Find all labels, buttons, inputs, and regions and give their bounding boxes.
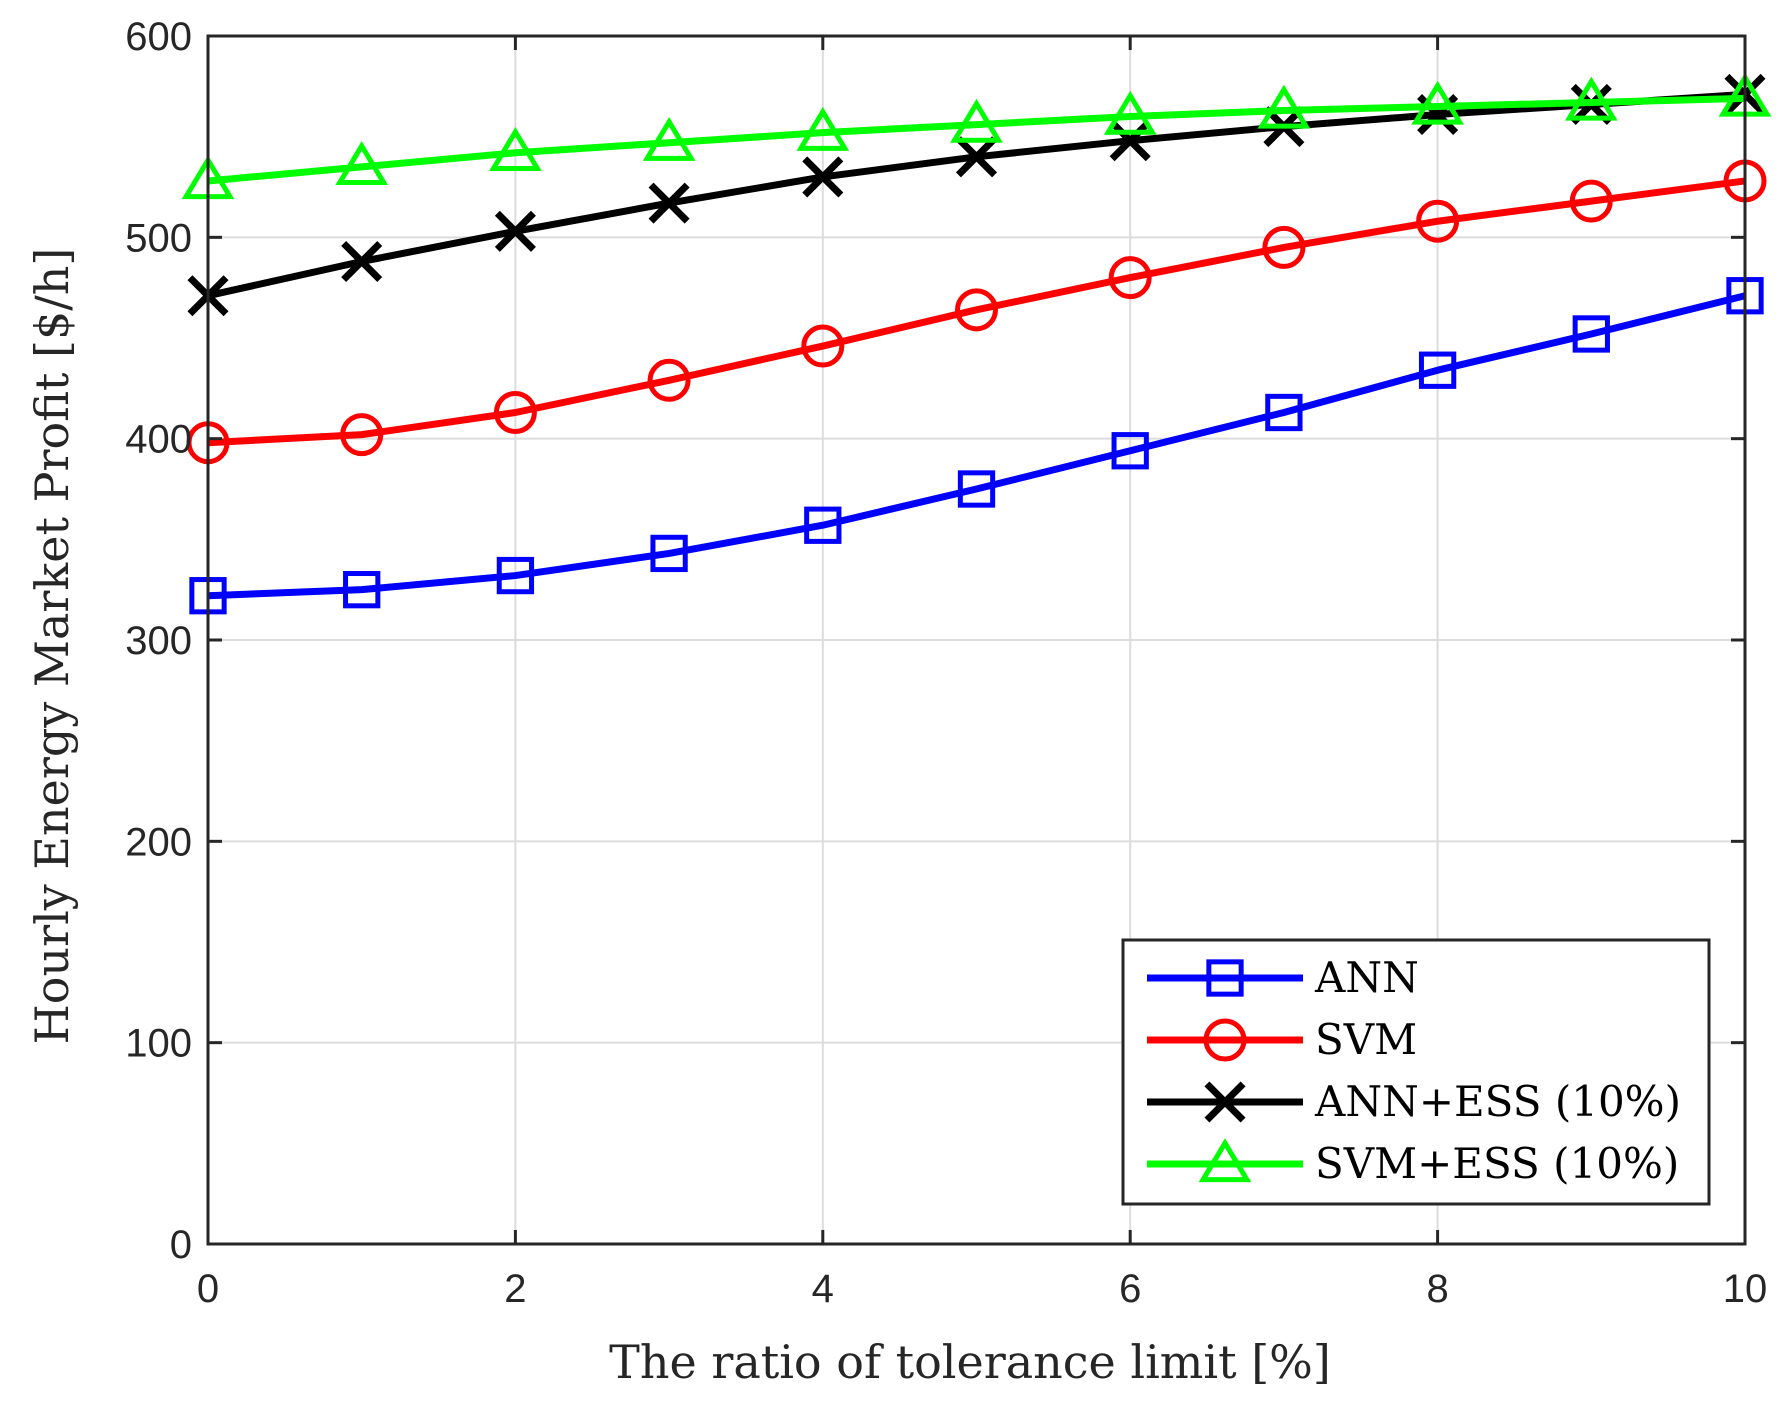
- x-tick-label: 8: [1426, 1267, 1448, 1311]
- legend-entry: SVM+ESS (10%): [1147, 1138, 1679, 1188]
- legend-entry: ANN+ESS (10%): [1147, 1077, 1681, 1126]
- data-point-square: [650, 534, 688, 573]
- x-tick-label: 10: [1723, 1267, 1768, 1311]
- data-point-circle: [1569, 179, 1613, 223]
- legend-label: SVM: [1315, 1015, 1417, 1064]
- data-point-square: [343, 571, 381, 609]
- series-line: [207, 292, 1746, 600]
- data-point-triangle: [335, 141, 389, 186]
- data-point-circle: [955, 288, 998, 332]
- x-axis-label: The ratio of tolerance limit [%]: [609, 1335, 1331, 1389]
- legend: ANN SVM ANN+ESS (10%) SVM+ESS (10%): [1121, 938, 1711, 1206]
- data-point-triangle: [796, 106, 850, 151]
- data-point-triangle: [1103, 90, 1157, 135]
- y-tick-label: 300: [125, 619, 192, 663]
- data-point-triangle: [1198, 1138, 1252, 1183]
- y-tick-label: 200: [125, 820, 192, 864]
- data-point-x-stroke: [1109, 120, 1151, 162]
- data-point-x-stroke: [648, 182, 690, 224]
- data-point-x: [341, 240, 383, 283]
- data-point-square: [1572, 315, 1610, 353]
- legend-label: ANN+ESS (10%): [1314, 1077, 1681, 1126]
- series-svm-ess-10: [181, 72, 1772, 200]
- data-point-circle: [801, 324, 845, 368]
- data-point-x: [648, 182, 690, 224]
- series-group: [181, 72, 1772, 615]
- data-point-circle: [1262, 225, 1306, 269]
- data-point-triangle: [1257, 84, 1311, 129]
- data-point-square: [1111, 432, 1149, 470]
- data-point-triangle: [1411, 80, 1464, 125]
- x-tick-label: 2: [504, 1267, 526, 1311]
- data-point-square: [1206, 959, 1244, 997]
- data-point-square: [804, 506, 842, 544]
- data-point-square: [496, 556, 535, 595]
- data-point-square: [1418, 351, 1457, 389]
- y-axis-label: Hourly Energy Market Profit [$/h]: [25, 248, 79, 1045]
- data-point-circle: [1416, 199, 1460, 243]
- data-point-circle: [493, 390, 537, 434]
- series-line: [207, 177, 1746, 447]
- data-point-x: [955, 136, 998, 178]
- data-point-triangle: [1564, 76, 1618, 121]
- y-tick-label: 600: [125, 15, 192, 59]
- x-tick-label: 6: [1119, 1267, 1141, 1311]
- series-line: [207, 94, 1746, 185]
- data-point-circle: [647, 358, 691, 402]
- legend-label: SVM+ESS (10%): [1315, 1139, 1679, 1188]
- legend-box: [1121, 938, 1711, 1206]
- data-point-square: [1265, 393, 1303, 432]
- series-ann-ess-10: [187, 73, 1766, 317]
- series-ann: [189, 277, 1764, 615]
- grid: [207, 35, 1746, 1245]
- y-tick-label: 500: [125, 216, 192, 260]
- data-point-x: [494, 210, 536, 252]
- x-tick-label: 0: [197, 1267, 219, 1311]
- data-point-x: [1204, 1081, 1246, 1123]
- data-point-x: [1109, 120, 1151, 162]
- y-tick-label: 400: [125, 418, 192, 462]
- data-point-triangle: [642, 116, 696, 161]
- data-point-square: [957, 470, 996, 508]
- legend-label: ANN: [1314, 953, 1419, 1002]
- x-tick-label: 4: [812, 1267, 834, 1311]
- data-point-x: [802, 156, 844, 198]
- data-point-triangle: [950, 98, 1003, 143]
- data-point-x-stroke: [955, 136, 998, 178]
- y-tick-label: 0: [170, 1223, 192, 1267]
- legend-entry: ANN: [1147, 953, 1419, 1002]
- data-point-x-stroke: [494, 210, 536, 252]
- y-tick-label: 100: [125, 1022, 192, 1066]
- data-point-triangle: [489, 127, 542, 171]
- data-point-x-stroke: [1204, 1081, 1246, 1123]
- data-point-circle: [1108, 256, 1152, 300]
- data-point-circle: [1203, 1018, 1247, 1062]
- data-point-x-stroke: [802, 156, 844, 198]
- legend-entry: SVM: [1147, 1015, 1417, 1064]
- axes: [206, 34, 1747, 1246]
- data-point-x-stroke: [341, 240, 383, 283]
- data-point-circle: [340, 413, 384, 457]
